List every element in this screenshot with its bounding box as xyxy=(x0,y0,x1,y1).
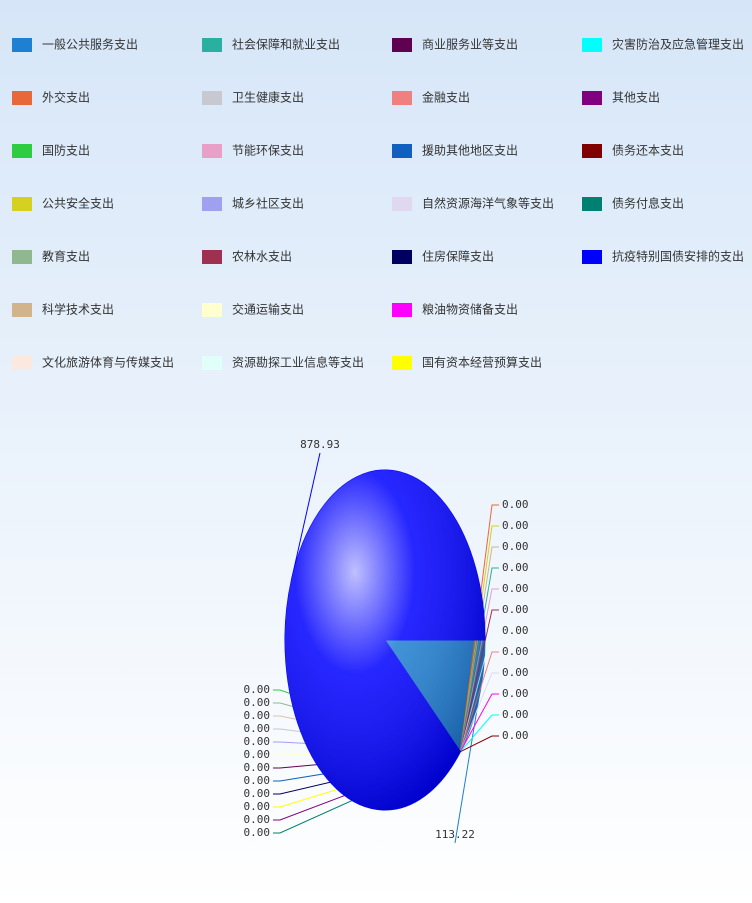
legend-label: 国防支出 xyxy=(42,143,90,158)
data-label: 0.00 xyxy=(244,696,271,709)
legend-swatch xyxy=(12,38,32,52)
legend-label: 国有资本经营预算支出 xyxy=(422,355,542,370)
legend-label: 交通运输支出 xyxy=(232,302,304,317)
legend-swatch xyxy=(582,38,602,52)
data-label: 113.22 xyxy=(435,828,475,841)
data-label: 0.00 xyxy=(244,813,271,826)
legend-swatch xyxy=(12,303,32,317)
legend-label: 节能环保支出 xyxy=(232,144,304,158)
legend-swatch xyxy=(202,91,222,105)
legend-swatch xyxy=(202,197,222,211)
pie-slice xyxy=(284,469,486,811)
data-label: 0.00 xyxy=(502,498,529,511)
legend-swatch xyxy=(392,144,412,158)
legend-swatch xyxy=(582,197,602,211)
data-label: 0.00 xyxy=(502,666,529,679)
data-label: 0.00 xyxy=(244,722,271,735)
legend-swatch xyxy=(392,356,412,370)
legend-label: 农林水支出 xyxy=(232,250,292,264)
legend-label: 卫生健康支出 xyxy=(232,90,304,105)
legend-swatch xyxy=(202,38,222,52)
data-label: 0.00 xyxy=(502,561,529,574)
legend: 一般公共服务支出外交支出国防支出公共安全支出教育支出科学技术支出文化旅游体育与传… xyxy=(12,37,744,370)
legend-swatch xyxy=(12,197,32,211)
legend-label: 商业服务业等支出 xyxy=(422,37,518,52)
data-label: 0.00 xyxy=(502,624,529,637)
data-label: 0.00 xyxy=(244,735,271,748)
legend-label: 社会保障和就业支出 xyxy=(232,37,340,52)
data-label: 0.00 xyxy=(502,708,529,721)
data-label: 0.00 xyxy=(502,645,529,658)
legend-swatch xyxy=(392,91,412,105)
data-label: 0.00 xyxy=(502,687,529,700)
legend-label: 抗疫特别国债安排的支出 xyxy=(612,249,744,264)
legend-label: 援助其他地区支出 xyxy=(422,144,518,158)
legend-label: 文化旅游体育与传媒支出 xyxy=(42,355,174,370)
legend-swatch xyxy=(582,250,602,264)
legend-swatch xyxy=(12,356,32,370)
data-label: 0.00 xyxy=(244,683,271,696)
data-label: 0.00 xyxy=(502,540,529,553)
data-label: 0.00 xyxy=(502,519,529,532)
legend-label: 外交支出 xyxy=(42,90,90,105)
legend-label: 粮油物资储备支出 xyxy=(422,302,518,317)
legend-label: 自然资源海洋气象等支出 xyxy=(422,196,554,211)
data-label: 0.00 xyxy=(244,787,271,800)
data-label: 878.93 xyxy=(300,438,340,451)
data-label: 0.00 xyxy=(244,748,271,761)
legend-swatch xyxy=(202,250,222,264)
legend-label: 金融支出 xyxy=(422,90,470,105)
legend-label: 科学技术支出 xyxy=(42,302,114,317)
legend-swatch xyxy=(202,356,222,370)
legend-swatch xyxy=(392,38,412,52)
legend-swatch xyxy=(12,144,32,158)
data-label: 0.00 xyxy=(244,800,271,813)
legend-label: 教育支出 xyxy=(42,249,90,264)
legend-label: 其他支出 xyxy=(612,91,660,105)
data-label: 0.00 xyxy=(244,774,271,787)
legend-swatch xyxy=(392,303,412,317)
legend-swatch xyxy=(202,144,222,158)
legend-swatch xyxy=(392,250,412,264)
legend-swatch xyxy=(202,303,222,317)
legend-label: 灾害防治及应急管理支出 xyxy=(612,37,744,52)
data-label: 0.00 xyxy=(244,826,271,839)
legend-label: 城乡社区支出 xyxy=(232,196,304,211)
data-label: 0.00 xyxy=(244,761,271,774)
legend-swatch xyxy=(392,197,412,211)
data-label: 0.00 xyxy=(502,603,529,616)
legend-label: 一般公共服务支出 xyxy=(42,37,138,52)
legend-label: 资源勘探工业信息等支出 xyxy=(232,355,364,370)
data-label: 0.00 xyxy=(502,729,529,742)
legend-swatch xyxy=(12,250,32,264)
legend-label: 债务付息支出 xyxy=(612,196,684,211)
legend-label: 债务还本支出 xyxy=(612,143,684,158)
legend-label: 住房保障支出 xyxy=(422,249,494,264)
legend-swatch xyxy=(582,144,602,158)
legend-swatch xyxy=(12,91,32,105)
legend-swatch xyxy=(582,91,602,105)
legend-label: 公共安全支出 xyxy=(42,196,114,211)
data-label: 0.00 xyxy=(244,709,271,722)
data-label: 0.00 xyxy=(502,582,529,595)
